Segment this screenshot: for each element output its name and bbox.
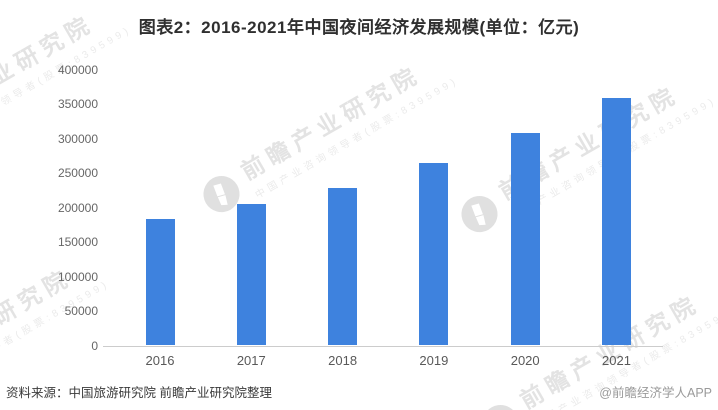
x-axis-label-2020: 2020 [510, 353, 540, 368]
y-axis-tick-300000: 300000 [57, 131, 98, 146]
y-axis-tick-150000: 150000 [57, 235, 98, 250]
bar-2016 [145, 218, 175, 346]
source-note: 资料来源：中国旅游研究院 前瞻产业研究院整理 [6, 386, 272, 400]
y-axis-tick-200000: 200000 [57, 200, 98, 215]
y-axis-tick-400000: 400000 [57, 63, 98, 77]
y-axis-tick-100000: 100000 [57, 269, 98, 284]
x-axis-label-2016: 2016 [145, 353, 175, 368]
bar-2018 [328, 188, 358, 346]
footer: 资料来源：中国旅游研究院 前瞻产业研究院整理 @前瞻经济学人APP [0, 382, 718, 400]
credit-note: @前瞻经济学人APP [599, 386, 712, 400]
x-axis-line [103, 345, 663, 347]
bar-2020 [510, 132, 540, 346]
y-axis-tick-0: 0 [91, 338, 98, 353]
chart-title: 图表2：2016-2021年中国夜间经济发展规模(单位：亿元) [138, 18, 580, 37]
bar-2021 [602, 97, 631, 346]
x-axis-label-2019: 2019 [419, 353, 449, 368]
y-axis-tick-250000: 250000 [57, 166, 98, 181]
x-axis-label-2017: 2017 [236, 353, 266, 368]
bar-2017 [236, 204, 266, 346]
bar-2019 [419, 163, 449, 346]
x-axis-label-2018: 2018 [328, 353, 358, 368]
y-axis-tick-350000: 350000 [57, 97, 98, 112]
x-axis-label-2021: 2021 [602, 353, 631, 368]
y-axis-tick-50000: 50000 [64, 304, 98, 319]
